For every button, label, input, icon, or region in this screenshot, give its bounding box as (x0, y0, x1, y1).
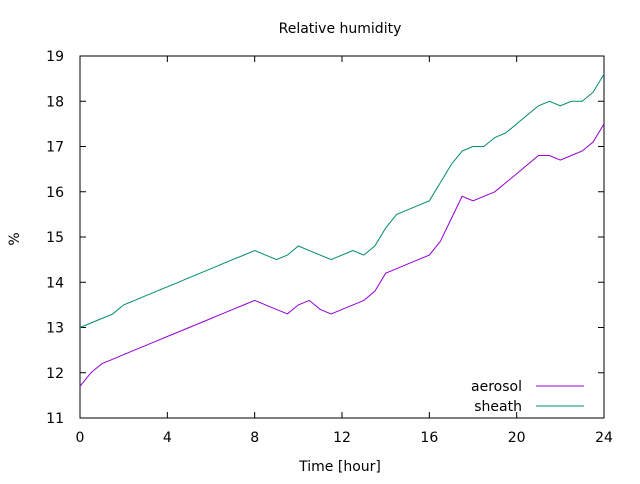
y-tick-label: 17 (46, 140, 64, 156)
plot-frame (79, 55, 605, 419)
x-tick-label: 12 (333, 430, 351, 446)
y-axis-label: % (7, 232, 23, 245)
x-tick-label: 20 (508, 430, 526, 446)
y-tick-label: 13 (46, 321, 64, 337)
y-tick-label: 18 (46, 94, 64, 110)
axis-ticks: 0 4 8 12 16 20 24 11 12 13 14 15 16 17 18 19 (46, 49, 613, 446)
series-line-aerosol (79, 123, 605, 387)
series-line-sheath (79, 73, 605, 328)
y-tick-label: 16 (46, 185, 64, 201)
series-layer (79, 73, 605, 387)
y-tick-label: 14 (46, 275, 64, 291)
x-axis-label: Time [hour] (298, 459, 381, 475)
x-tick-label: 16 (420, 430, 438, 446)
legend: aerosol sheath (471, 379, 584, 415)
legend-label-sheath: sheath (474, 399, 522, 415)
y-tick-label: 19 (46, 49, 64, 65)
y-tick-label: 11 (46, 411, 64, 427)
y-tick-label: 12 (46, 366, 64, 382)
chart-title: Relative humidity (279, 21, 402, 37)
x-tick-label: 24 (595, 430, 613, 446)
x-tick-label: 8 (250, 430, 259, 446)
x-tick-label: 0 (76, 430, 85, 446)
x-tick-label: 4 (163, 430, 172, 446)
y-tick-label: 15 (46, 230, 64, 246)
legend-label-aerosol: aerosol (471, 379, 522, 395)
